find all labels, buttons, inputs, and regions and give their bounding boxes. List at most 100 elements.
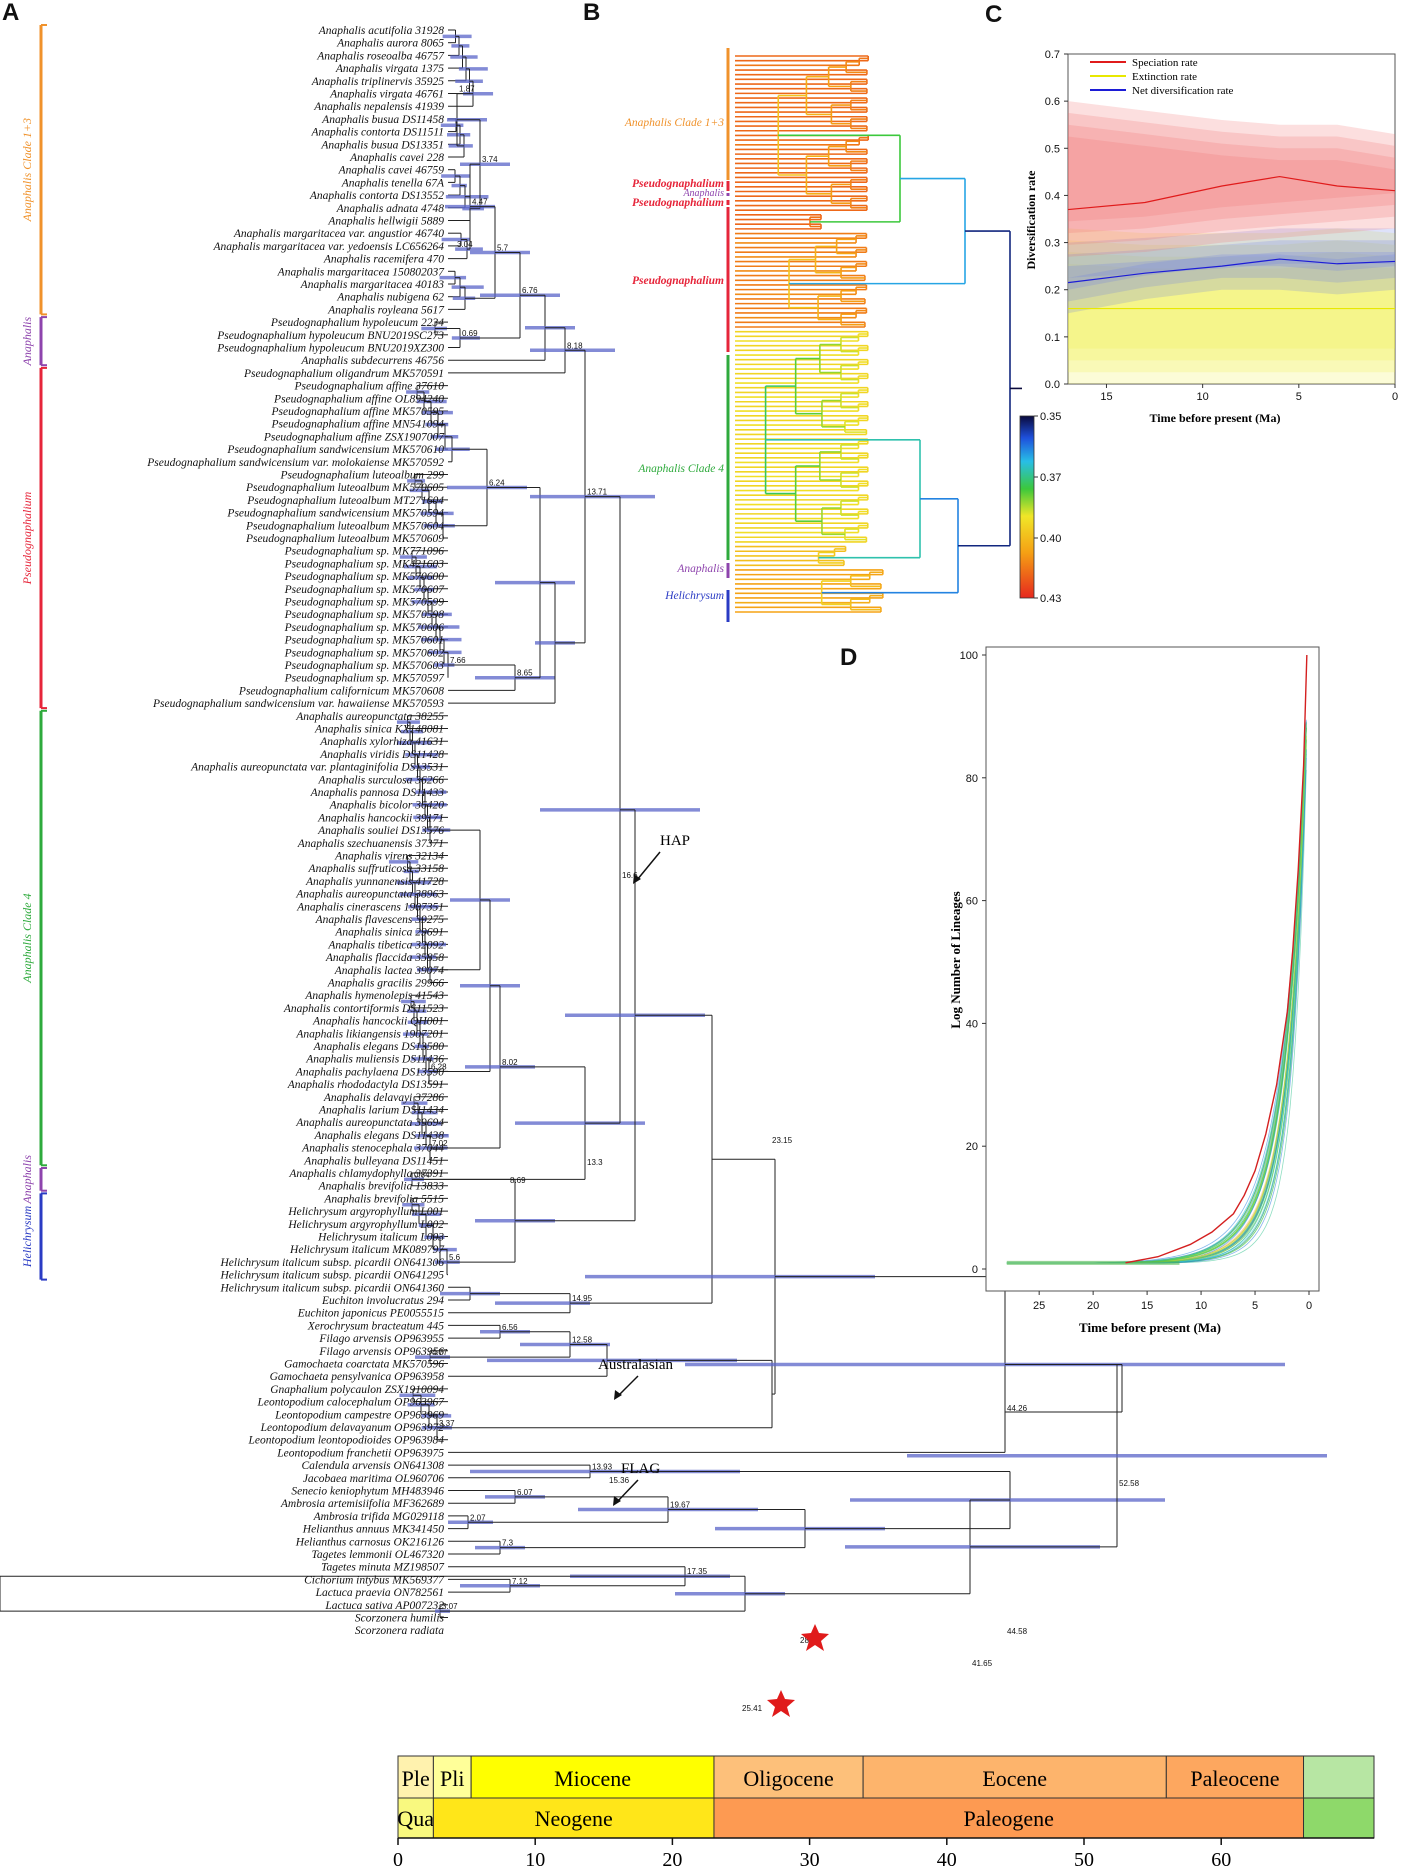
hap-arrowhead — [633, 874, 641, 884]
taxon-label: Anaphalis likiangensis 1907201 — [295, 1028, 444, 1040]
taxon-label: Gamochaeta pensylvanica OP963958 — [270, 1371, 445, 1383]
taxon-label: Anaphalis adnata 4748 — [336, 203, 445, 215]
clade-bar-label: Helichrysum — [20, 1206, 34, 1269]
y-tick-label-d: 100 — [960, 650, 978, 662]
node-age: 7.66 — [450, 656, 466, 665]
taxon-label: Euchiton japonicus PE0055515 — [297, 1308, 445, 1320]
taxon-label: Anaphalis flaccida 35858 — [325, 952, 444, 964]
australasian-annotation: Australasian — [598, 1357, 673, 1400]
ci-band — [1068, 254, 1395, 278]
australasian-arrowhead — [614, 1390, 622, 1400]
taxon-label: Gnaphalium polycaulon ZSX1910094 — [270, 1384, 444, 1396]
taxon-label: Anaphalis lactea 39074 — [334, 965, 444, 977]
colorbar — [1019, 415, 1035, 599]
taxon-label: Pseudognaphalium hypoleucum BNU2019SC273 — [216, 330, 444, 342]
taxon-label: Anaphalis hymenolepis 41543 — [304, 990, 444, 1002]
taxon-label: Helichrysum italicum subsp. picardii ON6… — [220, 1270, 445, 1282]
taxon-label: Pseudognaphalium sp. MK570600 — [284, 571, 445, 583]
rate-line-0 — [1067, 175, 1396, 211]
panel-label-a: A — [2, 0, 19, 26]
taxon-label: Anaphalis nepalensis 41939 — [313, 101, 444, 113]
rate-colorbar: 0.35 0.37 0.40 0.43 — [1019, 411, 1061, 605]
node-age: 3.07 — [442, 1602, 458, 1611]
hap-arrow — [636, 851, 661, 881]
taxon-label: Pseudognaphalium sp. MK570597 — [284, 673, 446, 685]
taxon-label: Pseudognaphalium affine OL894240 — [273, 393, 444, 405]
x-axis-label-d: Time before present (Ma) — [1079, 1320, 1221, 1335]
taxon-label: Pseudognaphalium sp. MK421603 — [284, 558, 445, 570]
time-tick-label: 0 — [393, 1849, 403, 1869]
node-age: 13.3 — [587, 1158, 603, 1167]
clade-labels-b: Anaphalis Clade 1+3PseudognaphaliumAnaph… — [624, 48, 730, 622]
x-tick-label-c: 10 — [1197, 391, 1209, 403]
node-age: 8.65 — [517, 669, 533, 678]
hap-label: HAP — [660, 833, 690, 849]
node-age: 6.76 — [522, 286, 538, 295]
phylogeny-tree-a — [0, 29, 1327, 1618]
taxon-label: Anaphalis cavei 46759 — [338, 165, 445, 177]
taxon-label: Anaphalis busua DS13351 — [320, 139, 444, 151]
taxon-label: Anaphalis cavei 228 — [349, 152, 444, 164]
clade-bar-label: Anaphalis Clade 4 — [20, 893, 34, 983]
node-age: 41.65 — [972, 1659, 993, 1668]
node-age: 44.26 — [1007, 1404, 1028, 1413]
australasian-arrow — [617, 1375, 639, 1397]
taxon-label: Anaphalis sinica KX148081 — [314, 724, 444, 736]
legend-label-c: Speciation rate — [1132, 57, 1198, 69]
taxon-label: Pseudognaphalium affine ZSX1907007 — [263, 431, 445, 443]
y-tick-label-c: 0.1 — [1045, 332, 1060, 344]
rate-line-2 — [1067, 258, 1396, 284]
clade-bar-label: Anaphalis — [20, 316, 34, 366]
panel-label-d: D — [840, 644, 857, 671]
taxon-label: Ambrosia trifida MG029118 — [313, 1511, 445, 1523]
flag-label: FLAG — [621, 1461, 660, 1477]
taxon-label: Pseudognaphalium sandwicensium MK570610 — [226, 444, 444, 456]
x-tick-label-d: 5 — [1252, 1300, 1258, 1312]
taxon-label: Leontopodium leontopodioides OP963984 — [248, 1435, 445, 1447]
y-tick-label-d: 40 — [966, 1018, 978, 1030]
diversification-rate-chart: 0.0 0.1 0.2 0.3 0.4 0.5 0.6 0.7 15 10 5 0 Time befor… — [1024, 49, 1398, 425]
taxon-label: Anaphalis bicolor 36420 — [329, 800, 445, 812]
y-tick-label-c: 0.2 — [1045, 285, 1060, 297]
x-tick-label-c: 5 — [1296, 391, 1302, 403]
taxon-label: Anaphalis nubigena 62 — [336, 292, 444, 304]
taxon-label: Anaphalis triplinervis 35925 — [311, 76, 445, 88]
x-axis-label-c: Time before present (Ma) — [1150, 411, 1281, 425]
taxon-label: Anaphalis royleana 5617 — [327, 304, 445, 316]
taxon-label: Pseudognaphalium luteoalbum MK570604 — [245, 520, 444, 532]
taxon-label: Pseudognaphalium affine MK570595 — [271, 406, 445, 418]
australasian-label: Australasian — [598, 1357, 673, 1373]
period-box — [432, 1797, 715, 1839]
taxon-label: Pseudognaphalium californicum MK570608 — [238, 685, 444, 697]
cretaceous-period-box — [1303, 1797, 1375, 1839]
taxon-label: Lactuca praevia ON782561 — [315, 1587, 444, 1599]
taxon-label: Anaphalis gracilis 29966 — [327, 978, 445, 990]
clade-label-b: Pseudognaphalium — [632, 178, 724, 190]
taxon-label: Pseudognaphalium luteoalbum MK570609 — [245, 533, 444, 545]
taxon-label: Ambrosia artemisiifolia MF362689 — [280, 1498, 444, 1510]
node-age: 2.07 — [470, 1513, 486, 1522]
taxon-label: Anaphalis hellwigii 5889 — [327, 216, 444, 228]
panel-label-b: B — [583, 0, 600, 26]
x-tick-label-d: 15 — [1141, 1300, 1153, 1312]
node-age: 8.02 — [502, 1058, 518, 1067]
taxon-label: Pseudognaphalium sp. MK570602 — [284, 647, 445, 659]
taxon-label: Pseudognaphalium sandwicensium var. hawa… — [152, 698, 444, 710]
legend-label-c: Net diversification rate — [1132, 85, 1234, 97]
taxon-label: Pseudognaphalium affine MN541094 — [271, 419, 445, 431]
taxon-label: Anaphalis virens 32134 — [334, 851, 444, 863]
time-tick-label: 30 — [800, 1849, 820, 1869]
colorbar-tick-label: 0.40 — [1040, 533, 1061, 545]
node-age: 6.28 — [431, 1062, 447, 1071]
taxon-label: Anaphalis virgata 46761 — [329, 89, 444, 101]
flag-arrowhead — [613, 1496, 621, 1506]
taxon-label: Anaphalis flavescens 39275 — [315, 914, 445, 926]
ltt-median — [1125, 654, 1308, 1264]
node-age: 7.02 — [432, 1139, 448, 1148]
node-age: 13.71 — [587, 488, 608, 497]
taxon-label: Anaphalis larium DS11434 — [318, 1105, 444, 1117]
taxon-label: Anaphalis elegans DS11438 — [314, 1130, 445, 1142]
taxon-label: Anaphalis margaritacea 40183 — [300, 279, 445, 291]
taxon-label: Cichorium intybus MK569377 — [304, 1574, 445, 1586]
